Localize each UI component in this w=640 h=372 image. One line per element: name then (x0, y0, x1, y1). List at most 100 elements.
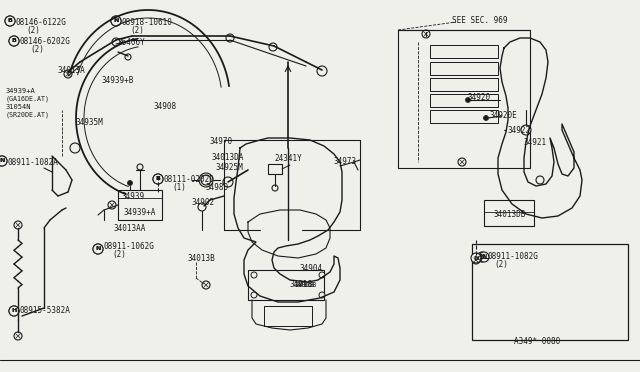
Text: 34920: 34920 (468, 93, 491, 102)
Text: 34908: 34908 (154, 102, 177, 111)
Circle shape (251, 272, 257, 278)
Text: 08146-6202G: 08146-6202G (20, 37, 71, 46)
Text: 34918: 34918 (290, 280, 313, 289)
Text: 34902: 34902 (192, 198, 215, 207)
Text: (2): (2) (26, 26, 40, 35)
Circle shape (64, 70, 72, 78)
Text: 34013DB: 34013DB (494, 210, 526, 219)
Text: (SR20DE.AT): (SR20DE.AT) (6, 112, 50, 119)
Circle shape (317, 66, 327, 76)
Circle shape (93, 244, 103, 254)
Circle shape (471, 253, 481, 263)
Bar (430, 110, 498, 123)
Bar (264, 306, 312, 326)
Circle shape (319, 272, 325, 278)
Bar (430, 94, 498, 107)
Circle shape (465, 97, 470, 103)
Text: 08918-10610: 08918-10610 (122, 18, 173, 27)
Circle shape (521, 125, 531, 135)
Circle shape (272, 185, 278, 191)
Text: H: H (12, 308, 17, 314)
Text: 34918: 34918 (294, 282, 316, 288)
Text: 08146-6122G: 08146-6122G (16, 18, 67, 27)
Text: H: H (12, 308, 17, 314)
Circle shape (422, 30, 430, 38)
Text: (2): (2) (130, 26, 144, 35)
Text: 31054N: 31054N (6, 104, 31, 110)
Text: 34922: 34922 (508, 126, 531, 135)
Circle shape (223, 177, 233, 187)
Text: N: N (481, 254, 486, 260)
Text: 34935M: 34935M (76, 118, 104, 127)
Circle shape (479, 252, 489, 262)
Bar (430, 62, 498, 75)
Text: 36406Y: 36406Y (118, 38, 146, 47)
Circle shape (9, 306, 19, 316)
Circle shape (251, 292, 257, 298)
Text: 34013AA: 34013AA (114, 224, 147, 233)
Circle shape (9, 306, 19, 316)
Circle shape (5, 16, 15, 26)
Text: 34013DA: 34013DA (212, 153, 244, 162)
Text: (2): (2) (112, 250, 126, 259)
Circle shape (536, 176, 544, 184)
Text: N: N (113, 19, 118, 23)
Text: 34939+A: 34939+A (6, 88, 36, 94)
Circle shape (14, 332, 22, 340)
Circle shape (474, 254, 482, 262)
Text: N: N (113, 19, 118, 23)
Circle shape (127, 180, 132, 186)
Text: N: N (0, 158, 4, 164)
Text: (2): (2) (494, 260, 508, 269)
Bar (430, 78, 498, 91)
Text: 34920E: 34920E (490, 111, 518, 120)
Bar (248, 270, 324, 300)
Text: 34939: 34939 (122, 192, 145, 201)
Circle shape (0, 156, 7, 166)
Circle shape (125, 54, 131, 60)
Text: 08911-1082G: 08911-1082G (488, 252, 539, 261)
Text: B: B (12, 38, 17, 44)
Circle shape (319, 292, 325, 298)
Circle shape (0, 156, 7, 166)
Text: 34904: 34904 (300, 264, 323, 273)
Text: 34013B: 34013B (188, 254, 216, 263)
Circle shape (111, 16, 121, 26)
Text: N: N (95, 247, 100, 251)
Circle shape (483, 115, 488, 121)
Circle shape (14, 221, 22, 229)
Circle shape (202, 281, 210, 289)
Text: 34980: 34980 (206, 183, 229, 192)
Circle shape (9, 36, 19, 46)
Circle shape (112, 38, 120, 46)
Circle shape (153, 174, 163, 184)
Circle shape (198, 203, 206, 211)
Text: (1): (1) (172, 183, 186, 192)
Text: B: B (156, 176, 161, 182)
Text: SEE SEC. 969: SEE SEC. 969 (452, 16, 508, 25)
Circle shape (137, 164, 143, 170)
Circle shape (108, 201, 116, 209)
Bar (268, 164, 282, 174)
Text: 34921: 34921 (524, 138, 547, 147)
Text: N: N (0, 158, 4, 164)
Text: 34013A: 34013A (58, 66, 86, 75)
Text: 34970: 34970 (210, 137, 233, 146)
Circle shape (5, 16, 15, 26)
Circle shape (269, 43, 277, 51)
Circle shape (111, 16, 121, 26)
Text: 34939+B: 34939+B (102, 76, 134, 85)
Circle shape (226, 34, 234, 42)
Circle shape (458, 158, 466, 166)
Circle shape (153, 174, 163, 184)
Circle shape (199, 173, 213, 187)
Text: B: B (8, 19, 12, 23)
Text: A349* 0080: A349* 0080 (514, 337, 560, 346)
Text: N: N (479, 254, 484, 260)
Text: 34973: 34973 (333, 157, 356, 166)
Text: B: B (156, 176, 161, 182)
Text: 24341Y: 24341Y (274, 154, 301, 163)
Bar (398, 30, 530, 168)
Text: N: N (474, 256, 479, 260)
Circle shape (9, 36, 19, 46)
